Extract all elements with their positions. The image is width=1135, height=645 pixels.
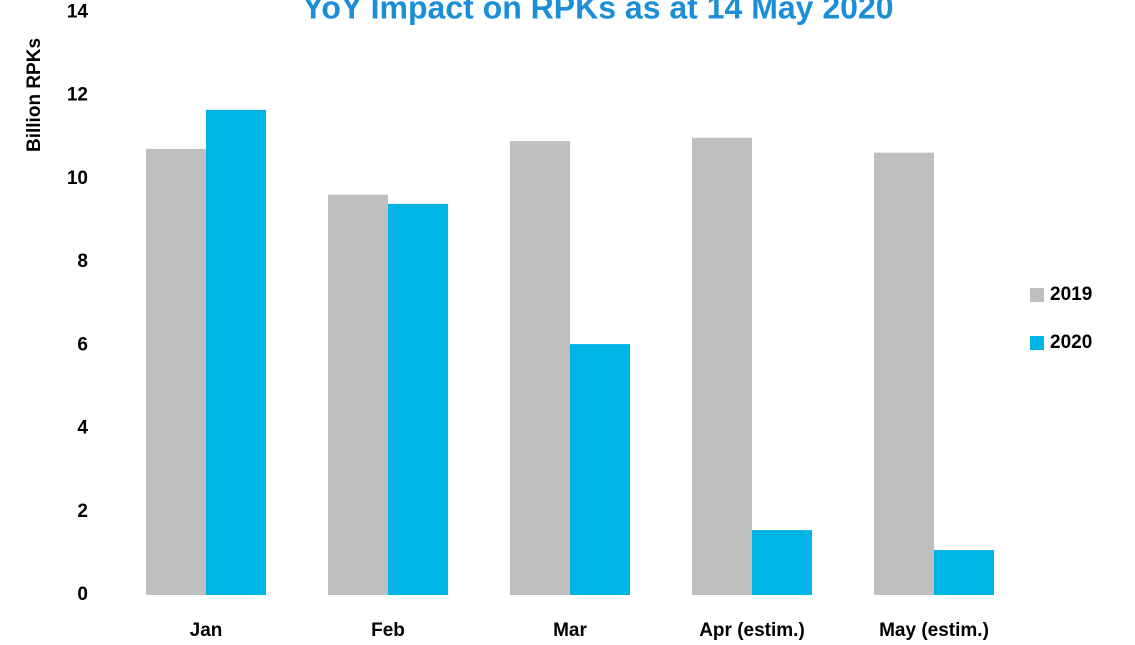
y-axis-label: Billion RPKs bbox=[24, 38, 45, 152]
y-tick-label: 14 bbox=[67, 2, 89, 23]
bar bbox=[146, 148, 206, 595]
bar bbox=[692, 137, 752, 596]
bar bbox=[874, 152, 934, 595]
y-tick-label: 8 bbox=[77, 251, 88, 272]
chart-title: YoY Impact on RPKs as at 14 May 2020 bbox=[302, 0, 893, 25]
x-tick-label: Jan bbox=[190, 620, 223, 641]
bar bbox=[570, 344, 630, 595]
y-tick-label: 6 bbox=[77, 334, 88, 355]
x-tick-label: May (estim.) bbox=[879, 620, 989, 641]
y-tick-label: 0 bbox=[77, 584, 88, 605]
y-tick-label: 10 bbox=[67, 168, 88, 189]
legend-swatch bbox=[1030, 336, 1044, 350]
bar bbox=[206, 109, 266, 595]
legend-swatch bbox=[1030, 288, 1044, 302]
bar bbox=[510, 141, 570, 595]
bar bbox=[752, 530, 812, 595]
x-tick-label: Mar bbox=[553, 620, 587, 641]
bar bbox=[934, 550, 994, 595]
x-tick-label: Feb bbox=[371, 620, 405, 641]
y-tick-label: 12 bbox=[67, 85, 88, 106]
y-tick-label: 4 bbox=[77, 418, 88, 439]
legend-label: 2019 bbox=[1050, 284, 1092, 305]
y-tick-label: 2 bbox=[77, 501, 88, 522]
bar bbox=[328, 194, 388, 595]
legend-label: 2020 bbox=[1050, 332, 1092, 353]
x-tick-label: Apr (estim.) bbox=[699, 620, 805, 641]
bar bbox=[388, 203, 448, 595]
